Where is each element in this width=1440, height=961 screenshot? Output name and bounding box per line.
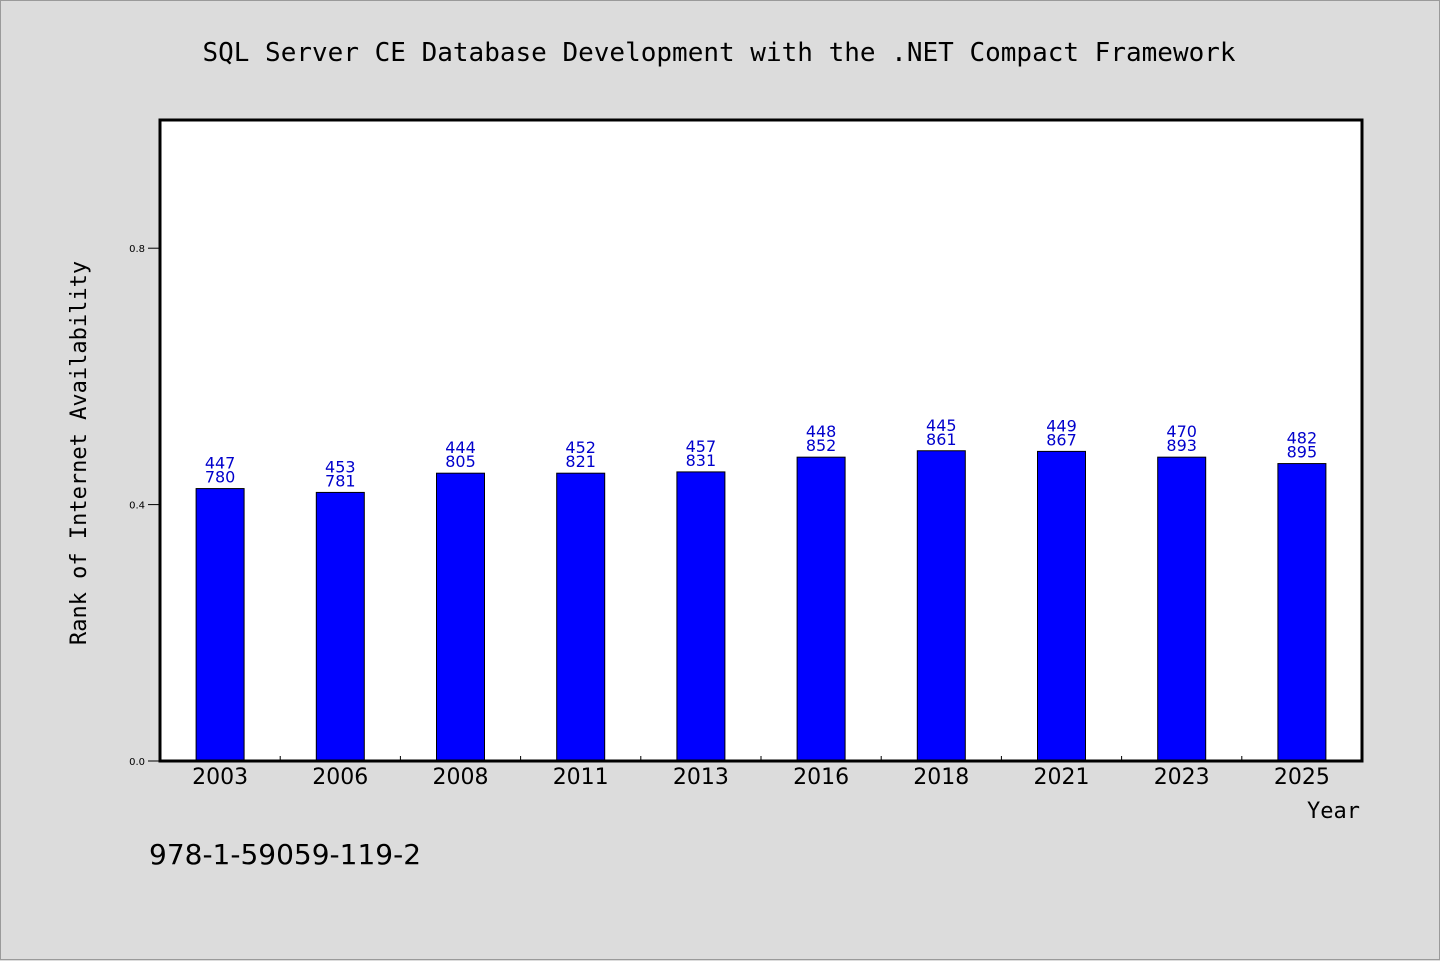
bar-2006 — [315, 491, 365, 762]
y-tick-label-0.0: 0.0 — [129, 757, 145, 768]
x-axis-label: Year — [1307, 799, 1360, 824]
x-tick-label-2013: 2013 — [673, 765, 729, 790]
x-tick-label-2025: 2025 — [1274, 765, 1330, 790]
x-tick-label-2006: 2006 — [312, 765, 368, 790]
y-axis: 0.0 0.4 0.8 — [129, 244, 160, 768]
x-tick-label-2018: 2018 — [913, 765, 969, 790]
x-tick-label-2016: 2016 — [793, 765, 849, 790]
data-label-2003-1: 447 — [205, 454, 236, 473]
bar-2011 — [556, 472, 606, 762]
bar-2008 — [436, 472, 485, 762]
data-label-2003-2: 780 — [205, 468, 236, 487]
plot-border — [158, 118, 1364, 763]
data-label-2013-1: 457 — [686, 437, 717, 456]
y-tick-label-0.8: 0.8 — [129, 244, 145, 255]
bar-2025 — [1277, 463, 1327, 762]
data-label-2018-2: 861 — [926, 430, 957, 449]
x-tick-label-2021: 2021 — [1034, 765, 1090, 790]
bar-2016 — [796, 456, 846, 762]
bars-group — [195, 450, 1327, 762]
data-label-2021-1: 449 — [1046, 416, 1077, 435]
x-axis: 2003 2006 2008 2011 2013 2016 2018 2021 2023 2025 — [192, 756, 1330, 790]
x-tick-label-2023: 2023 — [1154, 765, 1210, 790]
y-tick-label-0.4: 0.4 — [129, 501, 145, 512]
bar-2003 — [195, 488, 245, 762]
bar-2013 — [676, 471, 726, 762]
data-label-2025-2: 895 — [1287, 443, 1318, 462]
bar-2018 — [916, 450, 966, 762]
data-label-2021-2: 867 — [1046, 430, 1077, 449]
bar-2023 — [1157, 456, 1207, 762]
data-label-2006-2: 781 — [325, 471, 356, 490]
data-label-2025-1: 482 — [1287, 429, 1318, 448]
footnote-isbn: 978-1-59059-119-2 — [149, 838, 421, 871]
data-label-2016-1: 448 — [806, 422, 837, 441]
data-label-2013-2: 831 — [686, 451, 717, 470]
data-label-2018-1: 445 — [926, 416, 957, 435]
chart-title: SQL Server CE Database Development with … — [202, 38, 1235, 68]
data-label-2023-2: 893 — [1166, 436, 1197, 455]
x-tick-label-2003: 2003 — [192, 765, 248, 790]
data-label-2008-2: 805 — [445, 452, 476, 471]
y-axis-label: Rank of Internet Availability — [67, 261, 92, 645]
data-label-2011-2: 821 — [565, 452, 596, 471]
data-label-2023-1: 470 — [1166, 422, 1197, 441]
bar-2021 — [1037, 450, 1086, 762]
x-tick-label-2008: 2008 — [433, 765, 489, 790]
data-label-2008-1: 444 — [445, 438, 476, 457]
data-labels-group: 4477804537814448054528214578314488524458… — [205, 416, 1317, 491]
data-label-2006-1: 453 — [325, 457, 356, 476]
data-label-2016-2: 852 — [806, 436, 837, 455]
x-tick-label-2011: 2011 — [553, 765, 609, 790]
data-label-2011-1: 452 — [565, 438, 596, 457]
